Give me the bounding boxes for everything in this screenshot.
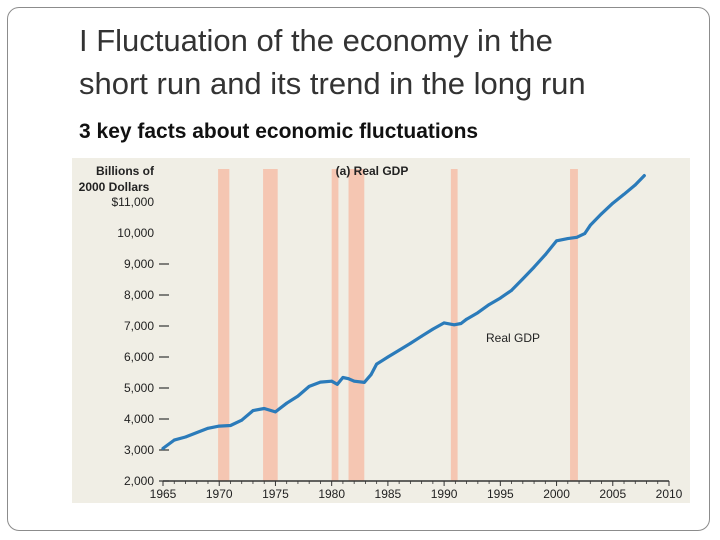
data-point-10	[274, 410, 277, 414]
x-tick-label-2005: 2005	[599, 487, 626, 501]
data-point-6	[229, 424, 232, 427]
real-gdp-chart: $11,000 10,000 9,000 8,000 7,000 6,000 5,000 4,…	[79, 164, 683, 501]
data-point-19	[352, 379, 356, 383]
data-point-44	[600, 212, 603, 216]
y-tick-label-5000: 5,000	[124, 381, 154, 395]
data-point-32	[476, 311, 480, 315]
data-point-4	[206, 426, 210, 430]
data-point-22	[375, 362, 379, 366]
y-tick-label-2000: 2,000	[124, 474, 154, 488]
y-tick-label-8000: 8,000	[124, 288, 154, 302]
data-point-16	[335, 382, 339, 386]
data-point-17	[341, 376, 345, 379]
data-point-9	[262, 407, 266, 410]
data-point-47	[633, 183, 637, 187]
data-point-31	[465, 317, 468, 321]
recession-band-4	[348, 169, 365, 481]
chart-labels: Billions of 2000 Dollars (a) Real GDP Re…	[79, 164, 540, 345]
data-point-5	[217, 424, 221, 428]
recession-band-2	[263, 169, 278, 481]
data-point-1	[172, 438, 176, 442]
x-tick-label-1990: 1990	[431, 487, 458, 501]
y-axis-label-line2: 2000 Dollars	[79, 180, 150, 194]
data-point-37	[532, 265, 536, 269]
data-point-28	[442, 321, 446, 325]
data-point-18	[347, 377, 350, 381]
chart-title: (a) Real GDP	[336, 164, 409, 178]
y-tick-label-9000: 9,000	[124, 257, 154, 271]
data-point-41	[575, 235, 579, 239]
data-point-2	[184, 435, 187, 439]
data-point-35	[510, 288, 513, 292]
data-point-0	[161, 447, 165, 450]
x-tick-label-2000: 2000	[543, 487, 570, 501]
data-point-34	[498, 296, 502, 300]
series-label-real-gdp: Real GDP	[486, 331, 540, 345]
x-tick-label-1975: 1975	[262, 487, 289, 501]
data-point-40	[566, 237, 570, 240]
data-point-26	[420, 334, 424, 338]
recession-band-1	[218, 169, 230, 481]
y-tick-label-11000: $11,000	[112, 195, 155, 209]
x-tick-label-1995: 1995	[487, 487, 514, 501]
data-point-38	[543, 253, 547, 257]
data-point-27	[431, 327, 435, 331]
data-point-14	[319, 380, 322, 384]
data-point-45	[611, 201, 615, 205]
chart-axes: $11,000 10,000 9,000 8,000 7,000 6,000 5,000 4,…	[112, 195, 683, 501]
data-point-13	[307, 385, 311, 388]
data-point-25	[408, 341, 412, 345]
slide-frame	[7, 7, 710, 531]
y-tick-label-3000: 3,000	[124, 443, 154, 457]
data-point-7	[240, 418, 244, 422]
data-point-36	[521, 277, 525, 281]
slide-title-line1: I Fluctuation of the economy in the	[79, 23, 553, 58]
data-point-46	[622, 192, 626, 196]
x-tick-label-1980: 1980	[318, 487, 345, 501]
data-point-20	[362, 381, 366, 384]
data-point-23	[386, 355, 390, 359]
series-layer	[161, 174, 646, 450]
data-point-15	[330, 379, 334, 383]
data-point-43	[588, 223, 592, 227]
data-point-12	[296, 394, 300, 398]
data-point-39	[555, 239, 558, 243]
data-point-33	[487, 303, 491, 307]
y-tick-label-7000: 7,000	[124, 319, 154, 333]
data-point-30	[459, 322, 463, 325]
data-point-24	[397, 348, 401, 352]
x-tick-label-1965: 1965	[150, 487, 177, 501]
data-point-29	[452, 323, 456, 327]
recession-bands	[218, 169, 578, 481]
data-point-21	[369, 373, 373, 377]
x-tick-label-1970: 1970	[206, 487, 233, 501]
slide-subtitle: 3 key facts about economic fluctuations	[79, 120, 479, 143]
y-axis-label-line1: Billions of	[96, 164, 155, 178]
recession-band-3	[331, 169, 339, 481]
y-tick-label-4000: 4,000	[124, 412, 154, 426]
data-point-3	[195, 431, 199, 435]
data-point-48	[642, 174, 646, 178]
y-tick-label-6000: 6,000	[124, 350, 154, 364]
data-point-42	[583, 232, 587, 236]
slide-title-line2: short run and its trend in the long run	[79, 66, 586, 101]
data-point-11	[285, 401, 289, 405]
x-tick-label-2010: 2010	[656, 487, 683, 501]
data-point-8	[251, 409, 255, 413]
chart-panel: $11,000 10,000 9,000 8,000 7,000 6,000 5,000 4,…	[72, 158, 690, 503]
recession-band-6	[570, 169, 578, 481]
x-tick-label-1985: 1985	[375, 487, 402, 501]
y-tick-label-10000: 10,000	[117, 226, 154, 240]
